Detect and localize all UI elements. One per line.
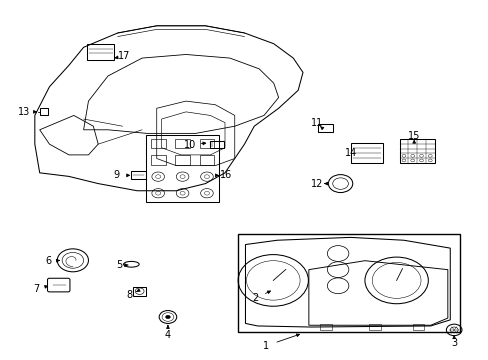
Bar [131, 171, 146, 179]
Text: 10: 10 [183, 140, 196, 150]
Bar [368, 324, 380, 329]
Text: 12: 12 [310, 179, 322, 189]
Text: 5: 5 [116, 260, 122, 270]
Text: 17: 17 [118, 51, 130, 61]
Bar [350, 143, 382, 163]
Text: 15: 15 [407, 131, 420, 140]
Bar [151, 156, 165, 165]
Text: 6: 6 [45, 256, 51, 266]
Text: 16: 16 [220, 170, 232, 180]
Text: 9: 9 [113, 170, 120, 180]
Bar [40, 108, 48, 116]
Bar [399, 139, 434, 163]
Bar [238, 234, 459, 332]
Text: 4: 4 [164, 330, 171, 340]
Bar [199, 156, 214, 165]
Bar [317, 124, 332, 132]
Bar [320, 324, 331, 329]
Text: 3: 3 [450, 338, 456, 348]
Text: 2: 2 [252, 293, 258, 303]
Text: 1: 1 [263, 341, 269, 351]
Bar [175, 139, 189, 148]
Bar [412, 324, 424, 329]
Text: 13: 13 [18, 107, 30, 117]
Bar [210, 140, 224, 148]
Bar [199, 139, 214, 148]
Bar [175, 156, 189, 165]
Bar [146, 135, 219, 202]
Bar [133, 287, 146, 296]
Bar [87, 44, 114, 60]
Text: 11: 11 [310, 118, 322, 128]
Text: 8: 8 [126, 291, 133, 301]
Text: 7: 7 [33, 284, 40, 294]
Circle shape [165, 315, 170, 319]
Text: 14: 14 [344, 148, 356, 158]
Bar [151, 139, 165, 148]
